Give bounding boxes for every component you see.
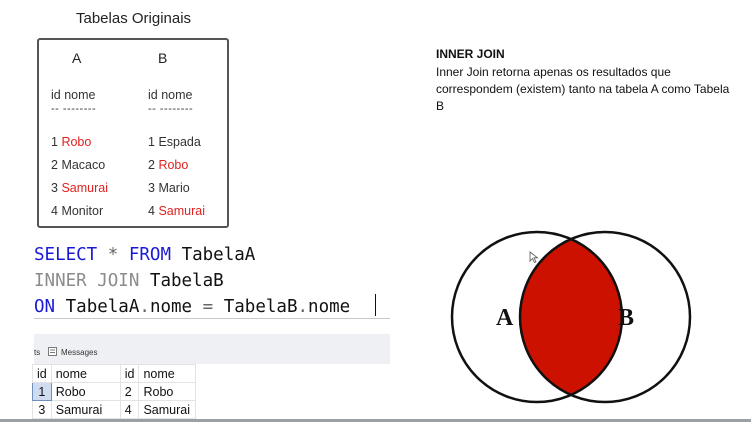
messages-icon [48,347,57,356]
table-b-separator: -- -------- [148,103,194,115]
results-grid: id nome id nome 1 Robo 2 Robo 3 Samurai … [32,364,197,419]
bottom-border [0,419,751,422]
table-row[interactable]: 1 Robo 2 Robo [32,382,197,401]
venn-label-b: B [618,305,634,331]
grid-cell[interactable]: 1 [32,382,52,401]
grid-cell[interactable]: Robo [50,382,121,401]
query-line-2: INNER JOIN TabelaB [34,271,224,291]
venn-circle-b [518,230,692,404]
grid-header-cell[interactable]: id [32,364,52,383]
venn-circle-a [450,230,624,404]
sql-query-editor[interactable]: SELECT * FROM TabelaA INNER JOIN TabelaB… [34,242,390,322]
original-tables-title: Tabelas Originais [76,10,192,27]
original-tables-box [37,38,229,228]
results-tab-bar [34,334,390,364]
grid-header-row: id nome id nome [32,364,197,383]
inner-join-title: INNER JOIN [436,47,505,61]
table-a-row: 3 Samurai [51,181,108,195]
table-b-header: B [158,50,168,66]
query-line-3: ON TabelaA.nome = TabelaB.nome [34,297,351,317]
grid-header-cell[interactable]: nome [138,364,197,383]
grid-cell[interactable]: 4 [119,400,140,419]
venn-diagram: A B [450,230,692,404]
grid-cell[interactable]: Robo [138,382,197,401]
table-row[interactable]: 3 Samurai 4 Samurai [32,400,197,419]
table-b-row: 3 Mario [148,181,190,195]
grid-cell[interactable]: 2 [119,382,140,401]
table-b-row: 2 Robo [148,158,189,172]
text-cursor [375,294,376,316]
venn-label-a: A [496,305,514,331]
grid-header-cell[interactable]: nome [50,364,121,383]
table-a-row: 1 Robo [51,135,92,149]
table-b-columns: id nome [148,88,193,102]
grid-header-cell[interactable]: id [119,364,140,383]
mouse-cursor-icon [529,251,539,264]
table-a-separator: -- -------- [51,103,97,115]
grid-cell[interactable]: Samurai [138,400,197,419]
table-b-row: 1 Espada [148,135,201,149]
grid-cell[interactable]: Samurai [50,400,121,419]
table-a-columns: id nome [51,88,96,102]
results-tab-partial[interactable]: ts [34,348,41,357]
table-b-row: 4 Samurai [148,204,205,218]
venn-intersection [520,232,622,402]
table-a-row: 2 Macaco [51,158,106,172]
grid-cell[interactable]: 3 [32,400,52,419]
inner-join-description: Inner Join retorna apenas os resultados … [436,65,730,113]
query-line-1: SELECT * FROM TabelaA [34,245,256,265]
editor-divider [34,318,390,319]
table-a-header: A [72,50,82,66]
messages-tab[interactable]: Messages [61,348,98,357]
table-a-row: 4 Monitor [51,204,104,218]
